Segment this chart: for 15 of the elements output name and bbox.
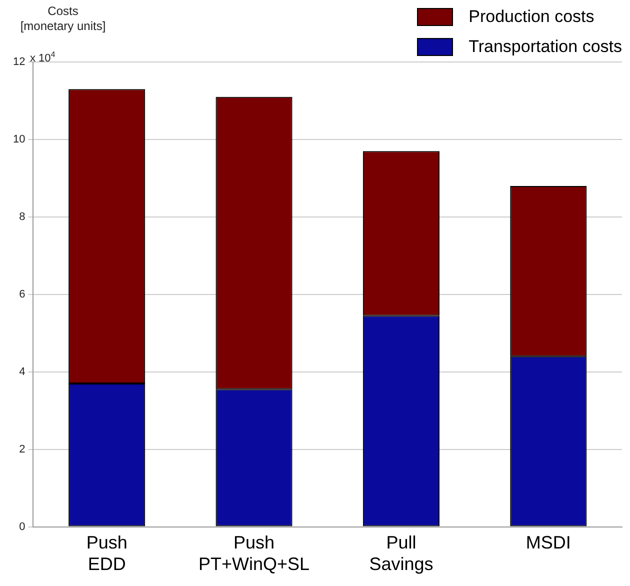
legend-label: Production costs — [468, 7, 594, 27]
y-tick-label: 2 — [19, 443, 26, 456]
y-tick-label: 4 — [19, 366, 26, 378]
y-tick-label: 0 — [19, 520, 26, 533]
y-tick-label: 12 — [12, 56, 26, 68]
y-tick-label: 6 — [19, 288, 26, 300]
legend-label: Transportation costs — [468, 37, 622, 57]
x-tick-label: Pull Savings — [369, 532, 434, 574]
y-tick-label: 8 — [19, 210, 26, 223]
x-tick-label: Push PT+WinQ+SL — [198, 532, 310, 574]
annotation: x 10$^{4}$ — [30, 50, 56, 65]
y-axis-title: Costs [monetary units] — [19, 4, 107, 34]
y-tick-label: 10 — [12, 134, 26, 146]
x-tick-label: MSDI — [526, 532, 571, 553]
x-tick-label: Push EDD — [86, 532, 128, 574]
